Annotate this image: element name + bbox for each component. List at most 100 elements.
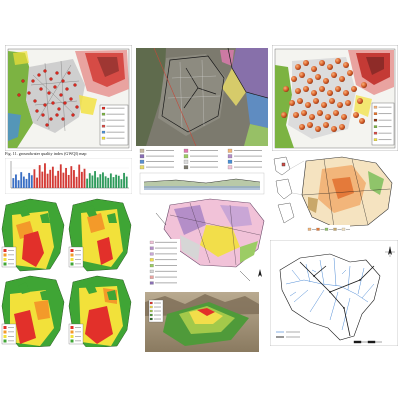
legend-swatch <box>373 131 378 135</box>
legend-text-line <box>234 166 262 168</box>
gwqi-sample-point <box>301 110 307 116</box>
gwqi-bar <box>25 178 28 188</box>
urban-tone <box>158 54 226 136</box>
legend-swatch <box>101 136 106 140</box>
zone-legend-swatch <box>70 253 74 257</box>
legend-text-line <box>155 270 177 272</box>
zone-legend-swatch <box>70 262 74 266</box>
legend-text-line <box>106 113 125 115</box>
gwqi-sample-point <box>329 98 335 104</box>
zone-veryhigh-red <box>97 237 113 265</box>
zone-legend-text-line <box>8 259 14 260</box>
legend-swatch <box>373 125 378 129</box>
gwqi-bar <box>70 166 73 188</box>
legend-text-line <box>346 229 350 230</box>
legend-text-line <box>155 276 177 278</box>
settlements <box>313 275 361 309</box>
zone-legend-swatch <box>70 258 74 261</box>
purple-overlay <box>232 48 268 98</box>
legend-swatch <box>149 301 153 305</box>
legend-text-line <box>155 253 177 255</box>
legend-swatch <box>373 112 378 116</box>
zone-legend-text-line <box>75 336 81 337</box>
sample-point <box>41 113 45 117</box>
zone-legend-text-line <box>75 340 81 342</box>
geological-map <box>140 195 267 291</box>
gwqi-sample-point <box>327 90 333 96</box>
gwqi-zone-map <box>1 198 65 272</box>
gwqi-bar <box>30 175 33 188</box>
gwqi-bar <box>28 172 31 188</box>
gwqi-bar <box>49 169 52 188</box>
zone-legend-text-line <box>75 263 81 265</box>
zone-legend-text-line <box>75 254 81 256</box>
legend-text-line <box>378 106 392 108</box>
geo-unit-green <box>240 241 258 263</box>
gwqi-bar <box>86 178 89 188</box>
legend-swatch <box>373 118 378 122</box>
boundary-lines <box>161 48 268 133</box>
zone-legend-swatch <box>70 330 74 334</box>
gwqi-bar <box>94 171 96 188</box>
sample-location-map-panel <box>5 45 132 151</box>
legend-swatch <box>149 305 153 309</box>
gwqi-bar <box>91 175 94 188</box>
legend-text-line <box>190 155 218 157</box>
sample-point <box>53 85 57 89</box>
drainage-map-panel <box>270 240 398 346</box>
gwqi-bar <box>67 175 70 188</box>
zone-legend-swatch <box>3 253 7 257</box>
legend-swatch <box>101 118 106 122</box>
legend-swatch <box>227 148 233 153</box>
legend-text-line <box>378 113 392 115</box>
legend-swatch <box>341 227 346 231</box>
gwqi-sample-point <box>347 70 353 76</box>
gwqi-sample-point <box>321 102 327 108</box>
bar-series <box>12 163 128 188</box>
sample-point <box>61 117 65 121</box>
sample-location-map <box>5 45 132 151</box>
sample-points <box>17 69 79 127</box>
legend-text-line <box>155 241 177 243</box>
gwqi-bar-chart-panel <box>5 158 132 194</box>
sample-point <box>75 105 79 109</box>
terrain-dark <box>97 57 119 77</box>
gwqi-sample-point <box>297 98 303 104</box>
zone-high-orange <box>87 213 105 233</box>
zone-legend-swatch <box>3 262 7 266</box>
gwqi-bar <box>83 168 86 188</box>
gwqi-sample-point <box>341 114 347 120</box>
zone-legend-swatch <box>70 249 74 252</box>
sample-point <box>49 77 53 81</box>
sample-point <box>35 109 39 113</box>
geo-unit-gray <box>180 235 200 261</box>
gwqi-sample-point <box>333 110 339 116</box>
sample-point <box>43 103 47 107</box>
legend-swatch <box>101 124 106 128</box>
gridlines <box>11 167 129 183</box>
gwqi-sample-point <box>339 76 345 82</box>
gwqi-sample-point <box>291 76 297 82</box>
sample-point <box>59 93 63 97</box>
zone-legend-text-line <box>8 263 14 265</box>
sample-point <box>33 99 37 103</box>
builtup-dense <box>332 177 354 199</box>
landuse-map-panel <box>272 155 398 237</box>
legend-entries <box>149 240 177 285</box>
zone-green-patch <box>107 290 117 300</box>
legend-text-line <box>106 137 125 139</box>
gwqi-bar <box>38 165 41 188</box>
gwqi-sample-point <box>337 102 343 108</box>
legend-text-line <box>146 166 174 168</box>
sample-point <box>65 87 69 91</box>
legend-text-line <box>154 314 161 316</box>
zone-maps <box>0 195 133 347</box>
legend-swatch <box>324 227 329 231</box>
legend-items <box>373 105 392 142</box>
gwqi-bar <box>125 176 128 188</box>
legend-swatch <box>149 275 154 279</box>
gwqi-bar <box>57 170 60 188</box>
gwqi-bar <box>17 180 20 188</box>
gwqi-sample-point <box>359 118 365 124</box>
gwqi-sample-point <box>299 72 305 78</box>
